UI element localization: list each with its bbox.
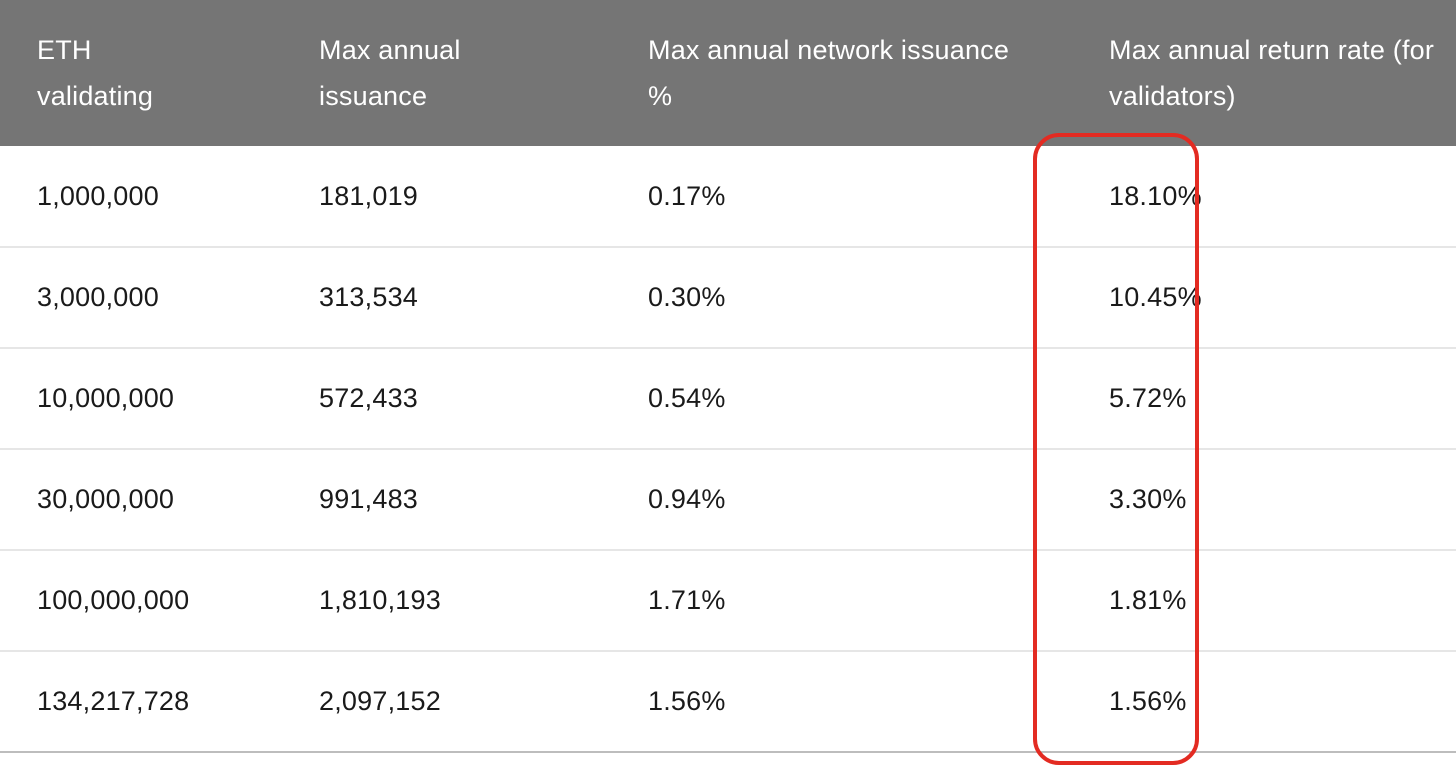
cell-network-issuance-pct: 0.54%	[648, 383, 726, 413]
cell-return-rate: 1.81%	[1109, 585, 1187, 615]
header-row: ETH validating Max annual issuance Max a…	[0, 0, 1456, 146]
cell-return-rate: 18.10%	[1109, 180, 1202, 211]
cell-network-issuance-pct: 0.17%	[648, 180, 726, 211]
cell-network-issuance-pct: 1.56%	[648, 686, 726, 716]
cell-max-annual-issuance: 1,810,193	[319, 585, 441, 615]
table-row: 134,217,728 2,097,152 1.56% 1.56%	[0, 651, 1456, 752]
cell-return-rate: 5.72%	[1109, 383, 1187, 413]
header-max-annual-return-rate: Max annual return rate (for validators)	[1109, 35, 1435, 111]
cell-return-rate: 3.30%	[1109, 484, 1187, 514]
header-eth-validating: ETH validating	[37, 35, 154, 111]
cell-return-rate: 10.45%	[1109, 282, 1202, 312]
cell-max-annual-issuance: 181,019	[319, 180, 418, 211]
cell-max-annual-issuance: 313,534	[319, 282, 418, 312]
cell-eth-validating: 3,000,000	[37, 282, 159, 312]
cell-max-annual-issuance: 2,097,152	[319, 686, 441, 716]
header-max-annual-issuance: Max annual issuance	[319, 35, 461, 111]
cell-network-issuance-pct: 0.94%	[648, 484, 726, 514]
cell-network-issuance-pct: 1.71%	[648, 585, 726, 615]
cell-max-annual-issuance: 572,433	[319, 383, 418, 413]
table-row: 10,000,000 572,433 0.54% 5.72%	[0, 348, 1456, 449]
table-row: 3,000,000 313,534 0.30% 10.45%	[0, 247, 1456, 348]
table-row: 1,000,000 181,019 0.17% 18.10%	[0, 146, 1456, 247]
cell-eth-validating: 100,000,000	[37, 585, 190, 615]
cell-eth-validating: 30,000,000	[37, 484, 175, 514]
cell-network-issuance-pct: 0.30%	[648, 282, 726, 312]
cell-max-annual-issuance: 991,483	[319, 484, 418, 514]
table-header: ETH validating Max annual issuance Max a…	[0, 0, 1456, 146]
cell-eth-validating: 134,217,728	[37, 686, 190, 716]
cell-eth-validating: 1,000,000	[37, 180, 159, 211]
header-max-annual-network-issuance-pct: Max annual network issuance %	[648, 35, 1010, 111]
table-body: 1,000,000 181,019 0.17% 18.10% 3,000,000…	[0, 146, 1456, 752]
eth-issuance-table: ETH validating Max annual issuance Max a…	[0, 0, 1456, 752]
table-row: 30,000,000 991,483 0.94% 3.30%	[0, 449, 1456, 550]
cell-return-rate: 1.56%	[1109, 686, 1187, 716]
cell-eth-validating: 10,000,000	[37, 383, 175, 413]
table-row: 100,000,000 1,810,193 1.71% 1.81%	[0, 550, 1456, 651]
